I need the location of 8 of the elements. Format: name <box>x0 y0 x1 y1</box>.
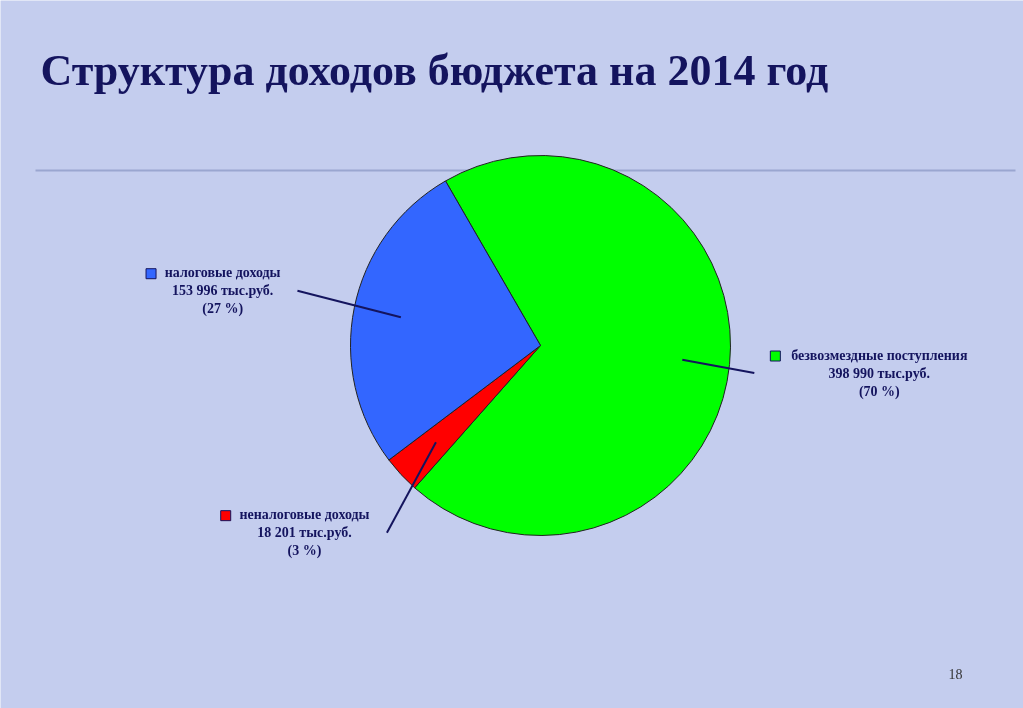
data-label: 18 201 тыс.руб. (3 %) <box>257 525 352 560</box>
legend-label: безвозмездные поступления <box>791 347 968 363</box>
data-label: 153 996 тыс.руб. (27 %) <box>171 283 274 318</box>
chart-title: Структура доходов бюджета на 2014 год <box>40 46 829 95</box>
legend-label: неналоговые доходы <box>239 507 370 523</box>
data-label: 398 990 тыс.руб. (70 %) <box>828 365 931 400</box>
legend-label: налоговые доходы <box>164 265 281 281</box>
text: 18 <box>948 666 963 682</box>
